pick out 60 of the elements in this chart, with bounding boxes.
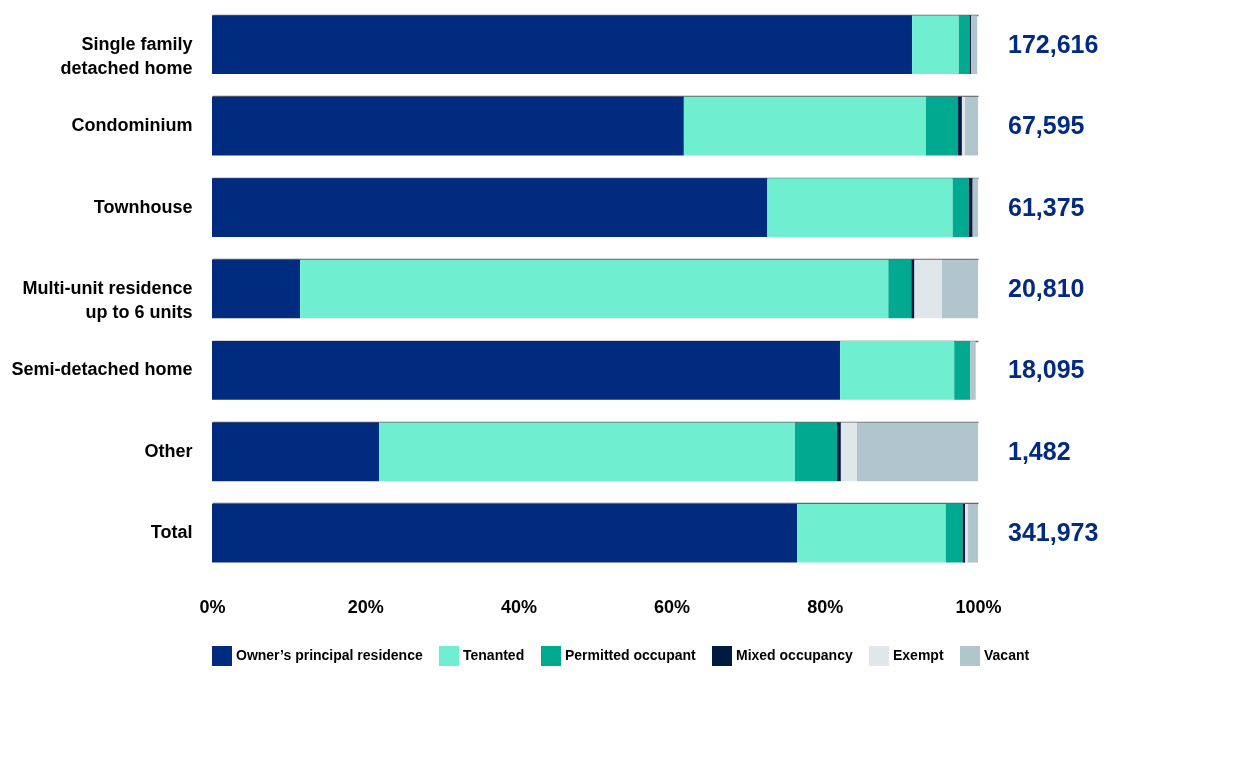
bar [888,259,912,319]
bar [212,96,684,156]
text: 1,482 [1008,436,1071,465]
bar [856,422,978,482]
y-tick-label: Multi-unit residence up to 6 units [22,278,193,322]
text: 20,810 [1008,274,1085,302]
y-tick-label: Townhouse [93,196,193,217]
bar [212,259,301,319]
bar [212,178,768,237]
bar [837,422,841,482]
x-tick-label: 40% [500,596,537,617]
x-tick-label: 80% [807,596,844,617]
bar [964,96,978,156]
legend-label: Mixed occupancy [736,647,853,663]
text: 67,595 [1008,111,1085,140]
x-tick-label: 0% [199,596,226,617]
bar [968,503,978,563]
text: 172,616 [1008,29,1099,58]
legend-label: Owner’s principal residence [236,647,423,663]
bar [971,15,978,75]
y-tick-label: Total [150,522,193,543]
x-tick-label: 100% [955,596,1002,617]
bar [911,259,915,319]
y-tick-label: Condominium [71,115,193,136]
x-tick-label: 20% [347,596,384,617]
bar [840,341,955,400]
bar [300,259,889,319]
legend-label: Tenanted [463,647,525,663]
bar [767,178,953,237]
y-tick-label: Semi-detached home [11,359,193,380]
bar [942,259,978,319]
bar [970,341,976,400]
bar [972,178,978,237]
y-tick-label: Single family detached home [60,33,193,78]
bar [945,503,963,563]
bar [914,259,942,319]
bar [952,178,969,237]
bar [964,503,969,563]
bar [378,422,795,482]
x-tick-label: 60% [654,596,691,617]
legend-label: Exempt [893,647,944,663]
bar [794,422,838,482]
bar [968,178,973,237]
bar [958,15,970,75]
bar [954,341,971,400]
bar [797,503,946,563]
bar [212,503,798,563]
y-tick-label: Other [144,440,193,461]
text: 18,095 [1008,355,1085,384]
bar [212,422,379,482]
bar [683,96,926,156]
bar [925,96,959,156]
bar [840,422,857,482]
bar [212,15,913,75]
text: 341,973 [1008,518,1099,547]
legend-label: Vacant [984,647,1030,663]
text: 61,375 [1008,192,1085,221]
bar [912,15,959,75]
bar [212,341,841,400]
legend-label: Permitted occupant [565,647,697,663]
